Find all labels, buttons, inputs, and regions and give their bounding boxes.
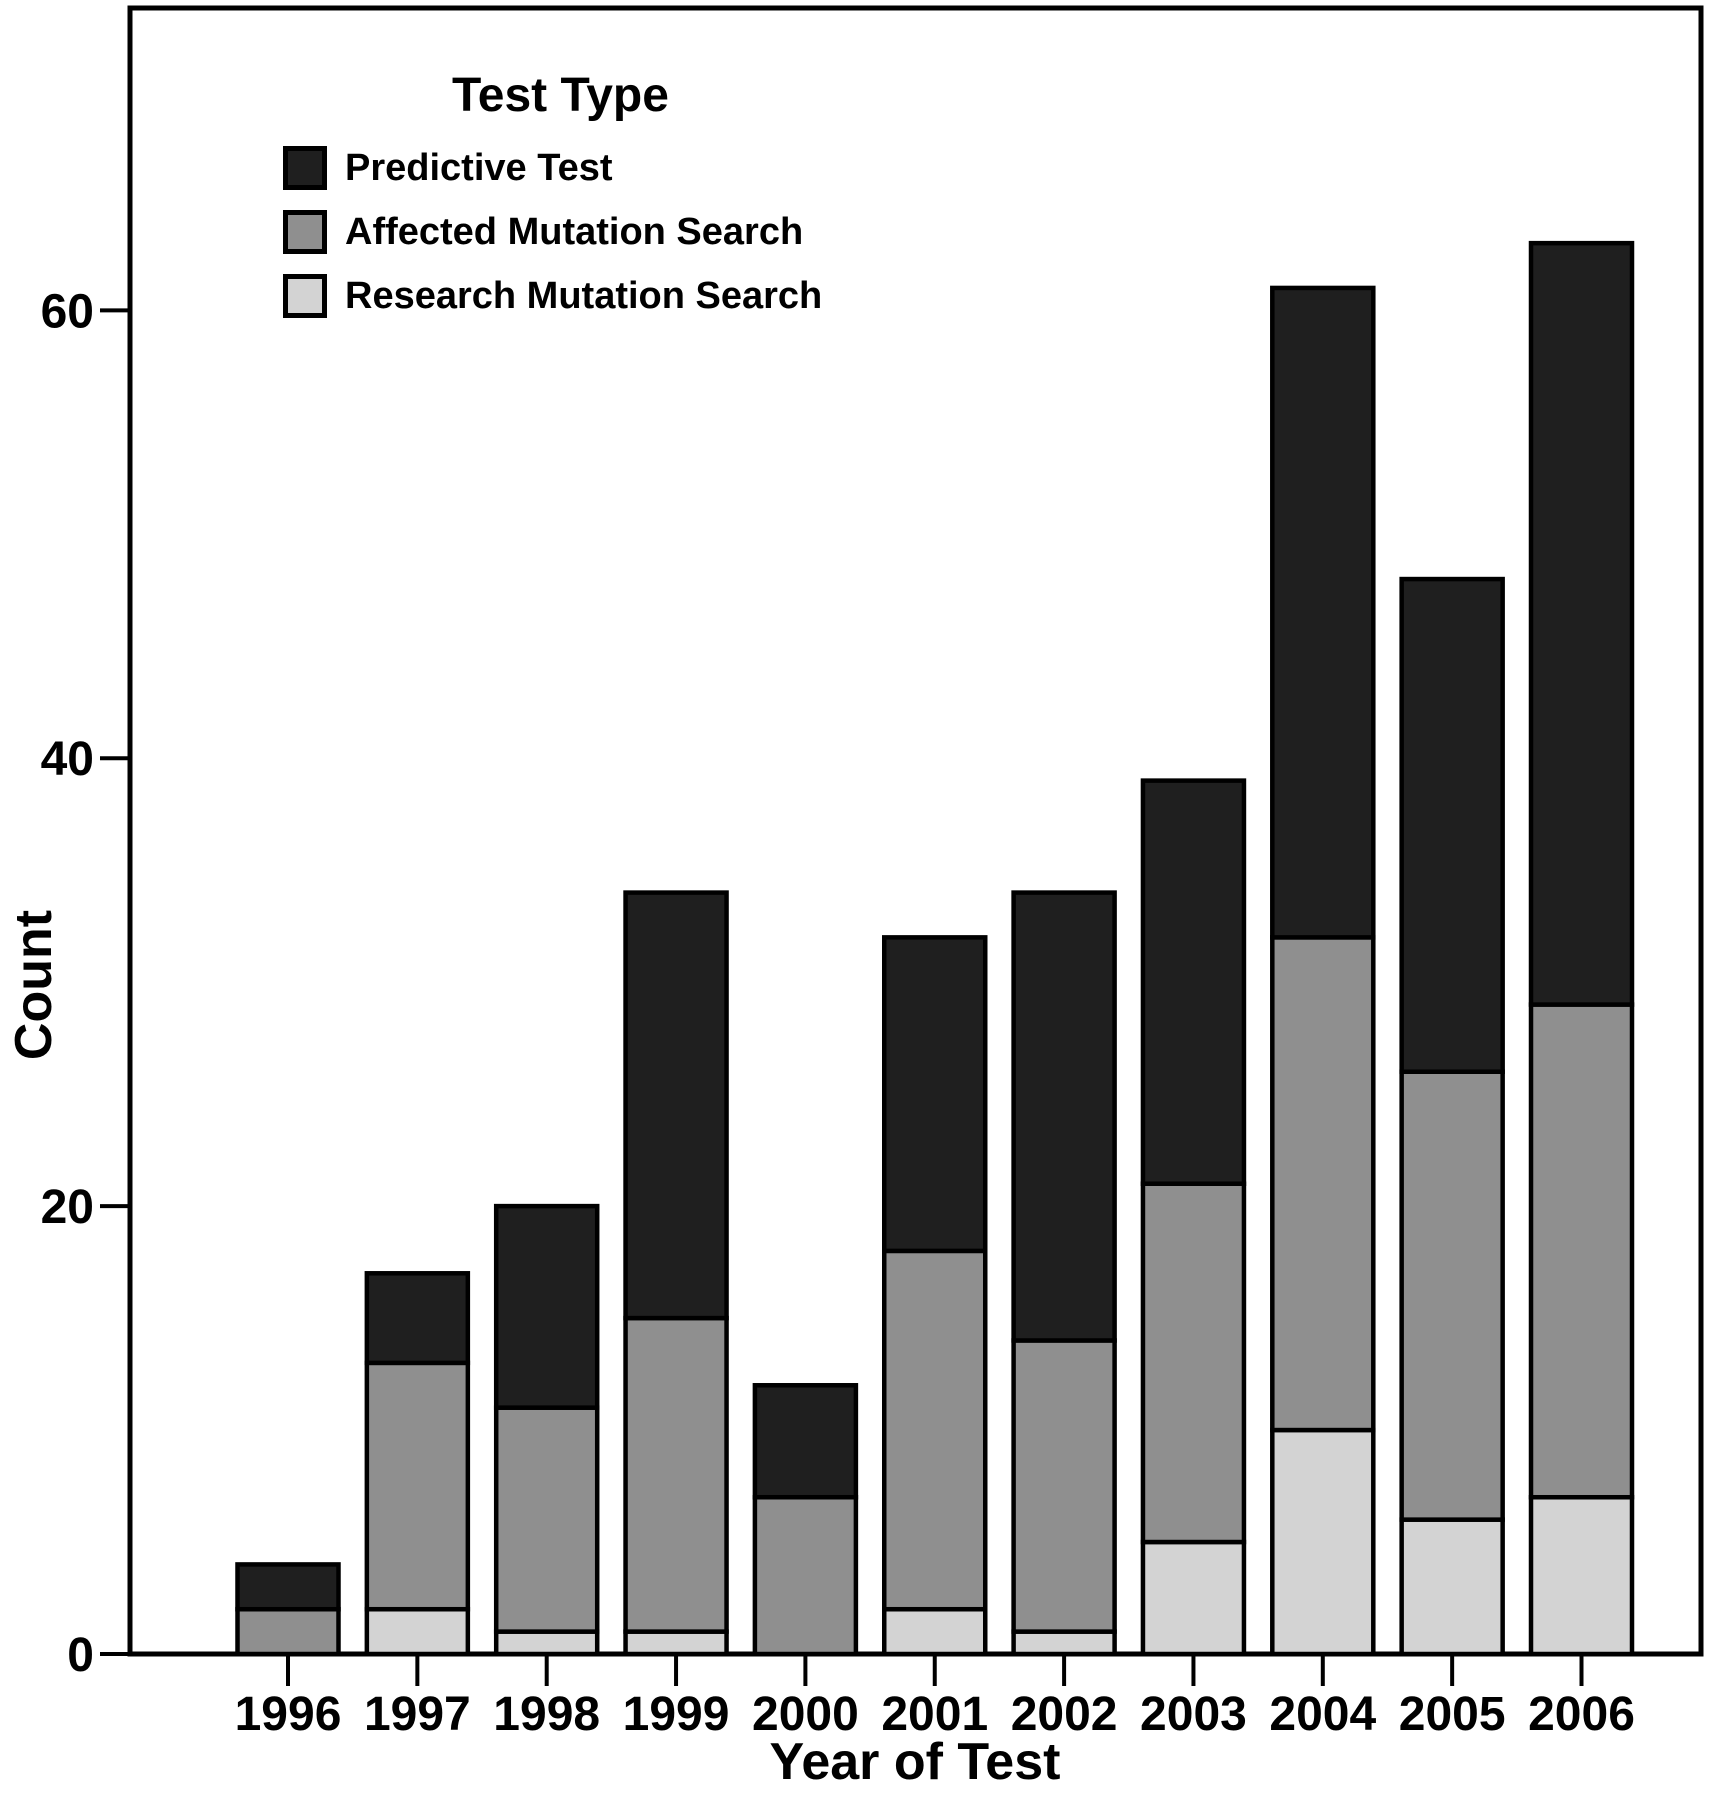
x-tick-label-1997: 1997 bbox=[364, 1688, 471, 1741]
bar-segment-1998-affected-mutation-search bbox=[493, 1405, 600, 1634]
x-tick-label-2006: 2006 bbox=[1528, 1688, 1635, 1741]
bar-segment-1999-research-mutation-search bbox=[623, 1629, 729, 1657]
bar-segment-2006-predictive-test bbox=[1528, 240, 1635, 1007]
bar-segment-2003-affected-mutation-search bbox=[1140, 1181, 1247, 1545]
y-tick-label-20: 20 bbox=[41, 1181, 94, 1234]
legend-item-predictive-test: Predictive Test bbox=[283, 146, 613, 190]
x-tick-label-1996: 1996 bbox=[235, 1688, 342, 1741]
bar-segment-2001-affected-mutation-search bbox=[882, 1248, 988, 1612]
bar-segment-2001-predictive-test bbox=[882, 935, 988, 1254]
bar-segment-1997-research-mutation-search bbox=[364, 1606, 471, 1657]
legend-label-affected-mutation-search: Affected Mutation Search bbox=[345, 211, 804, 253]
bar-segment-1996-predictive-test bbox=[235, 1562, 341, 1612]
legend-swatch-research-mutation-search-icon bbox=[283, 274, 327, 318]
legend-title: Test Type bbox=[452, 69, 669, 122]
bar-segment-2000-predictive-test bbox=[752, 1383, 859, 1500]
legend-item-affected-mutation-search: Affected Mutation Search bbox=[283, 210, 803, 254]
y-tick-label-0: 0 bbox=[67, 1629, 94, 1682]
legend-label-predictive-test: Predictive Test bbox=[345, 147, 613, 189]
bar-segment-2001-research-mutation-search bbox=[882, 1606, 988, 1657]
bar-segment-1997-affected-mutation-search bbox=[364, 1360, 471, 1612]
y-axis-title: Count bbox=[5, 909, 63, 1061]
bar-segment-2003-research-mutation-search bbox=[1140, 1539, 1247, 1657]
legend-item-research-mutation-search: Research Mutation Search bbox=[283, 274, 822, 318]
bar-segment-2002-research-mutation-search bbox=[1011, 1629, 1117, 1657]
bar-segment-1997-predictive-test bbox=[364, 1271, 471, 1366]
bar-segment-2006-research-mutation-search bbox=[1528, 1494, 1635, 1657]
bar-segment-2004-affected-mutation-search bbox=[1270, 935, 1376, 1433]
x-tick-label-2005: 2005 bbox=[1399, 1688, 1506, 1741]
bar-segment-2000-affected-mutation-search bbox=[752, 1494, 859, 1657]
x-tick-label-1999: 1999 bbox=[623, 1688, 730, 1741]
legend-swatch-predictive-test-icon bbox=[283, 146, 327, 190]
bar-segment-1998-predictive-test bbox=[493, 1203, 600, 1410]
x-tick-label-2003: 2003 bbox=[1140, 1688, 1247, 1741]
x-axis-title: Year of Test bbox=[769, 1733, 1061, 1791]
x-tick-label-2004: 2004 bbox=[1269, 1688, 1376, 1741]
bar-segment-2005-research-mutation-search bbox=[1399, 1517, 1505, 1657]
x-tick-label-2001: 2001 bbox=[881, 1688, 988, 1741]
bar-segment-1999-predictive-test bbox=[623, 890, 729, 1321]
bar-segment-2006-affected-mutation-search bbox=[1528, 1002, 1635, 1500]
x-tick-label-2002: 2002 bbox=[1011, 1688, 1118, 1741]
legend-label-research-mutation-search: Research Mutation Search bbox=[345, 275, 823, 317]
legend-swatch-affected-mutation-search-icon bbox=[283, 210, 327, 254]
bar-segment-1996-affected-mutation-search bbox=[235, 1606, 341, 1657]
bar-segment-2005-affected-mutation-search bbox=[1399, 1069, 1505, 1522]
x-tick-label-2000: 2000 bbox=[752, 1688, 859, 1741]
bar-segment-2002-affected-mutation-search bbox=[1011, 1338, 1117, 1634]
bar-segment-2004-research-mutation-search bbox=[1270, 1427, 1376, 1657]
bar-segment-1999-affected-mutation-search bbox=[623, 1315, 729, 1634]
bar-segment-2002-predictive-test bbox=[1011, 890, 1117, 1343]
bar-segment-2004-predictive-test bbox=[1270, 285, 1376, 940]
x-tick-label-1998: 1998 bbox=[493, 1688, 600, 1741]
bar-segment-2003-predictive-test bbox=[1140, 778, 1247, 1186]
y-tick-label-60: 60 bbox=[41, 285, 94, 338]
bar-segment-2005-predictive-test bbox=[1399, 576, 1505, 1074]
bar-segment-1998-research-mutation-search bbox=[493, 1629, 600, 1657]
y-tick-label-40: 40 bbox=[41, 733, 94, 786]
